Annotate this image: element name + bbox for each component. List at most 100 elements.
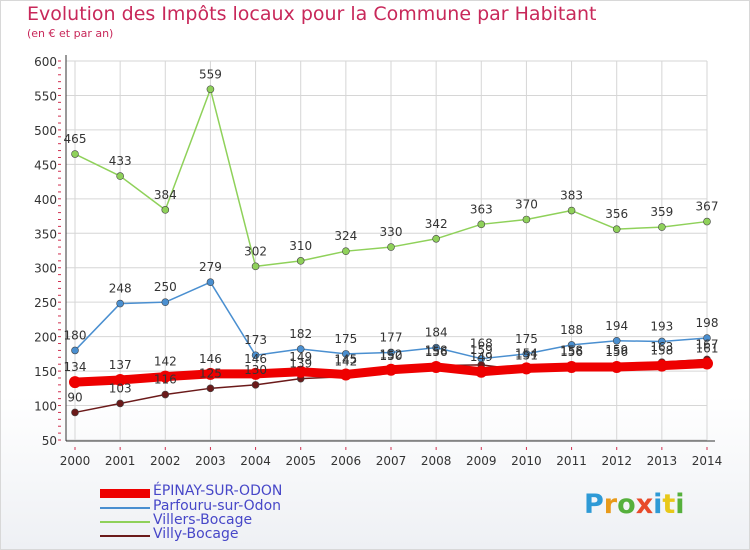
data-point (703, 217, 711, 226)
data-point (522, 350, 531, 358)
data-point (159, 370, 172, 383)
x-tick-label: 2000 (60, 454, 91, 468)
data-point (71, 346, 79, 355)
logo-letter: t (662, 489, 676, 520)
axes: 50 100 150 200 250 300 350 400 450 500 550 600 2000 2… (34, 55, 722, 468)
data-point (294, 365, 307, 378)
data-label: 130 (244, 363, 267, 377)
data-label: 149 (289, 350, 312, 364)
chart-subtitle: (en € et par an) (27, 27, 114, 40)
data-label: 90 (67, 390, 82, 404)
data-point (161, 298, 170, 306)
x-tick-label: 2014 (692, 454, 723, 468)
x-tick-label: 2008 (421, 454, 452, 468)
logo-letter: i (653, 489, 663, 520)
data-point (296, 257, 305, 265)
y-tick-label: 50 (42, 434, 57, 448)
data-point (610, 360, 623, 373)
x-tick-label: 2002 (150, 454, 181, 468)
data-label: 156 (560, 345, 583, 359)
data-label: 324 (334, 229, 357, 243)
legend-label: ÉPINAY-SUR-ODON (153, 483, 283, 499)
x-tick-label: 2004 (240, 454, 271, 468)
data-label: 150 (380, 349, 403, 363)
y-tick-label: 250 (34, 296, 57, 310)
data-point (475, 365, 488, 378)
data-label: 161 (696, 342, 719, 356)
data-label: 149 (470, 350, 493, 364)
y-tick-label: 550 (34, 89, 57, 103)
x-tick-label: 2007 (376, 454, 407, 468)
data-label: 151 (515, 348, 538, 362)
data-label: 159 (470, 343, 493, 357)
legend-swatch (100, 488, 150, 498)
y-tick-label: 400 (34, 193, 57, 207)
data-point (703, 334, 711, 342)
data-label: 356 (605, 207, 628, 221)
data-point (206, 278, 215, 286)
data-label: 137 (109, 358, 132, 372)
data-point (296, 345, 305, 353)
data-label: 168 (470, 337, 493, 351)
data-point (658, 337, 666, 346)
data-label: 116 (154, 373, 177, 387)
data-point (612, 225, 621, 233)
data-point (342, 350, 350, 358)
x-tick-label: 2005 (285, 454, 316, 468)
logo-letter: x (635, 489, 654, 520)
x-tick-label: 2010 (511, 454, 542, 468)
y-tick-label: 350 (34, 227, 57, 241)
data-label: 145 (334, 353, 357, 367)
data-label: 188 (560, 323, 583, 337)
data-point (116, 172, 124, 180)
data-label: 159 (605, 343, 628, 357)
data-labels: 465 433 384 559 302 310 324 330 342 363 370 383 356 3… (64, 67, 719, 404)
data-label: 146 (199, 352, 222, 366)
data-point (251, 381, 260, 389)
data-label: 103 (109, 381, 132, 395)
x-tick-label: 2006 (331, 454, 362, 468)
data-point (249, 367, 262, 380)
data-label: 310 (289, 239, 312, 253)
logo-letter: i (675, 489, 685, 520)
data-point (206, 85, 215, 94)
data-label: 433 (109, 154, 132, 168)
data-label: 363 (470, 202, 493, 216)
data-point (71, 150, 79, 158)
data-label: 142 (334, 355, 357, 369)
data-label: 142 (154, 355, 177, 369)
data-point (116, 399, 124, 408)
data-label: 156 (425, 345, 448, 359)
data-label: 154 (515, 346, 538, 360)
series-lines (69, 85, 713, 417)
data-label: 198 (696, 316, 719, 330)
data-point (206, 384, 215, 393)
data-point (567, 206, 576, 215)
y-tick-label: 500 (34, 124, 57, 138)
chart-title: Evolution des Impôts locaux pour la Comm… (27, 3, 597, 25)
data-point (477, 220, 486, 229)
proxiti-logo: Proxiti (584, 489, 685, 520)
data-point (567, 341, 576, 349)
data-label: 167 (696, 337, 719, 351)
data-label: 139 (289, 357, 312, 371)
legend-label: Villers-Bocage (153, 512, 253, 528)
data-point (387, 243, 395, 251)
data-point (251, 351, 260, 360)
data-point (71, 408, 79, 417)
data-label: 156 (605, 345, 628, 359)
data-label: 250 (154, 280, 177, 294)
data-label: 367 (696, 200, 719, 214)
y-tick-label: 200 (34, 331, 57, 345)
x-tick-label: 2013 (647, 454, 678, 468)
logo-letter: r (603, 489, 618, 520)
data-label: 177 (380, 330, 403, 344)
data-label: 330 (380, 225, 403, 239)
data-point (116, 299, 124, 308)
legend-swatch (100, 521, 150, 523)
data-label: 173 (244, 333, 267, 347)
data-label: 279 (199, 260, 222, 274)
data-point (204, 367, 217, 380)
